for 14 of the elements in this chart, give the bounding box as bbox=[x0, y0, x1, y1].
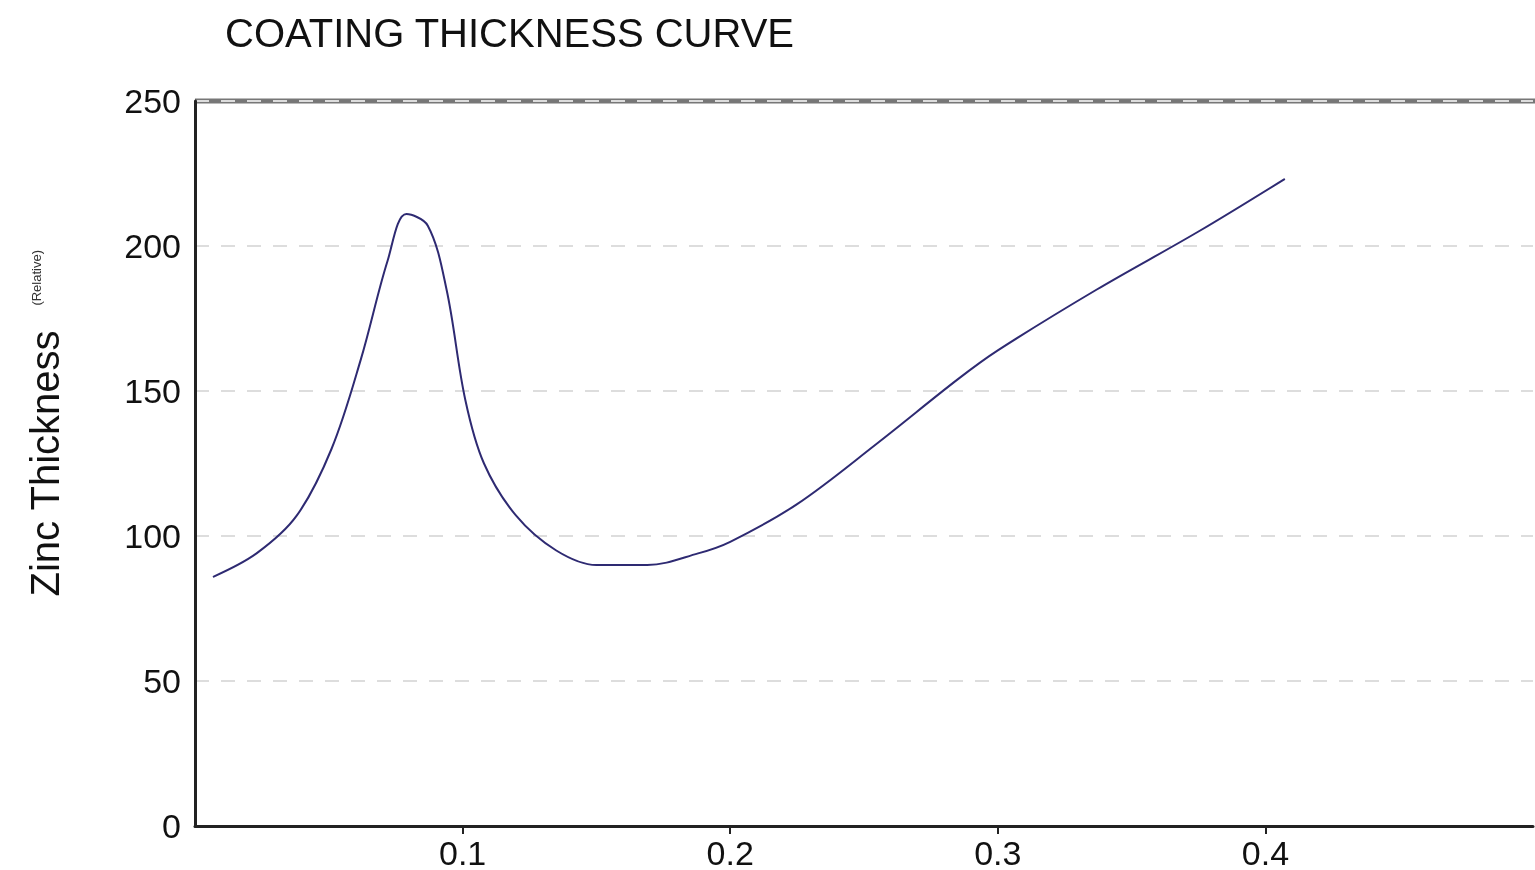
y-tick-label: 0 bbox=[162, 807, 181, 845]
x-tick-label: 0.1 bbox=[438, 834, 487, 870]
chart-title: COATING THICKNESS CURVE bbox=[225, 11, 794, 55]
y-tick-label: 200 bbox=[124, 227, 181, 265]
y-tick-label: 100 bbox=[124, 517, 181, 555]
x-tick-label: 0.3 bbox=[974, 834, 1022, 870]
line-series bbox=[212, 178, 1286, 578]
y-tick-label: 250 bbox=[124, 82, 181, 120]
text: (Relative) bbox=[29, 250, 44, 306]
y-tick-label: 50 bbox=[143, 662, 181, 700]
x-tick-label: 0.4 bbox=[1241, 834, 1290, 870]
y-tick-label: 150 bbox=[124, 372, 181, 410]
y-axis-title: Zinc Thickness bbox=[23, 330, 67, 597]
x-tick-label: 0.2 bbox=[706, 834, 754, 870]
